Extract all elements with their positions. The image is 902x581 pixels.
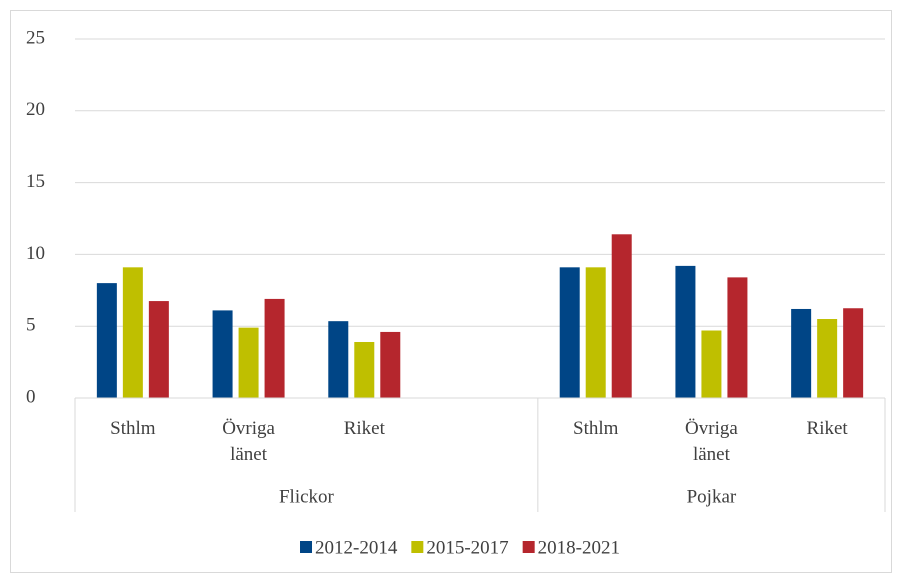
x-tick-label: Övriga länet <box>685 418 738 465</box>
bar <box>611 234 632 398</box>
group-label: Flickor <box>279 486 335 507</box>
bar <box>238 327 259 398</box>
legend-label: 2015-2017 <box>426 537 508 558</box>
bar <box>212 310 233 398</box>
bar <box>122 267 143 398</box>
y-tick-label: 20 <box>26 99 45 120</box>
legend-label: 2012-2014 <box>315 537 398 558</box>
legend-swatch <box>522 541 535 553</box>
bar <box>817 319 838 398</box>
bar <box>354 341 375 398</box>
x-tick-label: Riket <box>807 418 849 439</box>
x-tick-label: Sthlm <box>110 418 156 439</box>
y-tick-label: 10 <box>26 243 45 264</box>
bar <box>791 308 812 398</box>
bar <box>843 308 864 398</box>
bar <box>585 267 606 398</box>
bar <box>148 301 169 398</box>
legend-label: 2018-2021 <box>538 537 620 558</box>
y-tick-label: 15 <box>26 171 45 192</box>
legend-swatch <box>411 541 424 553</box>
y-tick-label: 0 <box>26 386 36 407</box>
legend-swatch <box>300 541 313 553</box>
x-tick-label: Sthlm <box>573 418 619 439</box>
bar <box>380 331 401 398</box>
bar <box>727 277 748 398</box>
x-tick-label: Riket <box>344 418 386 439</box>
bar <box>96 283 117 398</box>
bar <box>328 321 349 398</box>
bar <box>675 265 696 398</box>
bar <box>559 267 580 398</box>
bar <box>701 330 722 398</box>
group-label: Pojkar <box>687 486 737 507</box>
y-tick-label: 25 <box>26 27 45 48</box>
bar <box>264 298 285 398</box>
x-tick-label: Övriga länet <box>222 418 275 465</box>
y-tick-label: 5 <box>26 315 36 336</box>
